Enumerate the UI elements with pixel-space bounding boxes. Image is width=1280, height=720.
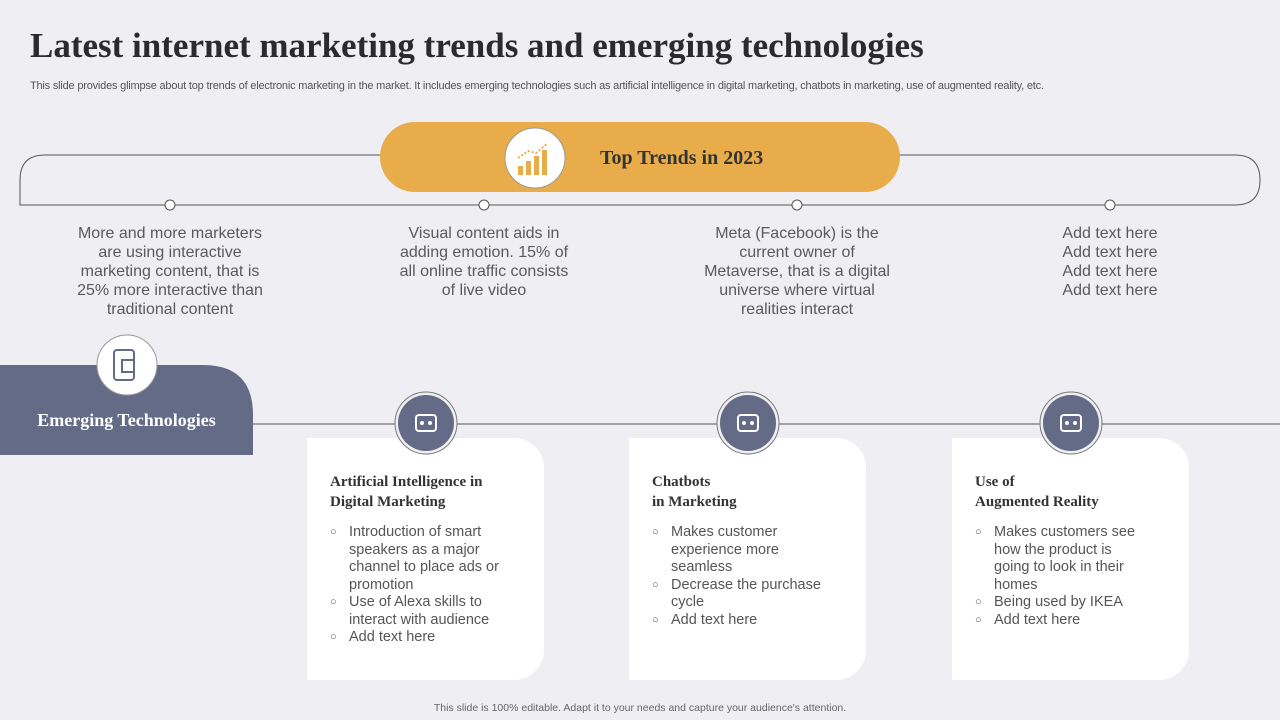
trend-text: Add text here Add text here Add text here A… (990, 224, 1230, 300)
bullet: Add text here (330, 629, 500, 647)
trend-line: marketing content, that is (80, 263, 260, 280)
card: Chatbots in Marketing Makes customer exper… (629, 438, 866, 680)
trend-line: Add text here (1062, 263, 1158, 280)
footer: This slide is 100% editable. Adapt it to… (433, 702, 847, 714)
trend-line: Add text here (1062, 225, 1158, 242)
bullet: Use of Alexa skills to interact with aud… (330, 594, 500, 629)
trend-text: Visual content aids in adding emotion. 15… (364, 224, 604, 300)
emerging-label: Emerging Technologies (37, 410, 216, 430)
trend-label: Top Trends in 2023 (600, 147, 764, 169)
card: Artificial Intelligence in Digital Market… (307, 438, 544, 680)
card-title-line: Augmented Reality (975, 494, 1099, 510)
timeline-frame (19, 154, 1261, 206)
trend-line: of live video (441, 282, 527, 299)
trend-line: are using interactive (98, 244, 242, 261)
bullet: Introduction of smart speakers as a majo… (330, 524, 500, 594)
trend-line: current owner of (739, 244, 855, 261)
trend-line: traditional content (106, 301, 234, 318)
title: Latest internet marketing trends and eme… (30, 26, 924, 65)
card: Use of Augmented Reality Makes customers s… (952, 438, 1189, 680)
trend-line: all online traffic consists (399, 263, 569, 280)
bullet: Decrease the purchase cycle (652, 577, 822, 612)
bullet: Add text here (975, 612, 1145, 630)
emerging-icon-circle (96, 334, 158, 396)
bullet: Being used by IKEA (975, 594, 1145, 612)
card-title-line: Chatbots (652, 474, 711, 490)
trend-line: adding emotion. 15% of (399, 244, 569, 261)
trend-line: Visual content aids in (408, 225, 560, 242)
subtitle: This slide provides glimpse about top tr… (30, 80, 1044, 92)
trend-line: Add text here (1062, 244, 1158, 261)
card-icon (716, 391, 780, 455)
card-icon (394, 391, 458, 455)
bullet-list: Makes customer experience more seamlessD… (652, 524, 822, 629)
card-title-line: Digital Marketing (330, 494, 446, 510)
card-icon (1039, 391, 1103, 455)
bullet-list: Introduction of smart speakers as a majo… (330, 524, 500, 647)
card-title: Chatbots in Marketing (652, 472, 737, 512)
trend-line: realities interact (740, 301, 854, 318)
bullet-list: Makes customers see how the product is g… (975, 524, 1145, 629)
card-title: Use of Augmented Reality (975, 472, 1099, 512)
trend-line: Meta (Facebook) is the (715, 225, 879, 242)
chart-icon (517, 142, 549, 175)
bullet: Makes customer experience more seamless (652, 524, 822, 577)
timeline-dots (164, 199, 1116, 211)
card-title-line: Use of (975, 474, 1015, 490)
card-title-line: in Marketing (652, 494, 737, 510)
device-icon (113, 349, 135, 381)
bullet: Add text here (652, 612, 822, 630)
card-title: Artificial Intelligence in Digital Market… (330, 472, 482, 512)
emerging-banner (0, 365, 253, 455)
trend-line: Add text here (1062, 282, 1158, 299)
trend-line: universe where virtual (719, 282, 875, 299)
trend-text: Meta (Facebook) is the current owner of Me… (677, 224, 917, 319)
trend-line: More and more marketers (77, 225, 263, 242)
trend-line: 25% more interactive than (77, 282, 263, 299)
bullet: Makes customers see how the product is g… (975, 524, 1145, 594)
card-title-line: Artificial Intelligence in (330, 474, 483, 490)
trend-line: Metaverse, that is a digital (704, 263, 890, 280)
trend-text: More and more marketers are using interac… (50, 224, 290, 319)
